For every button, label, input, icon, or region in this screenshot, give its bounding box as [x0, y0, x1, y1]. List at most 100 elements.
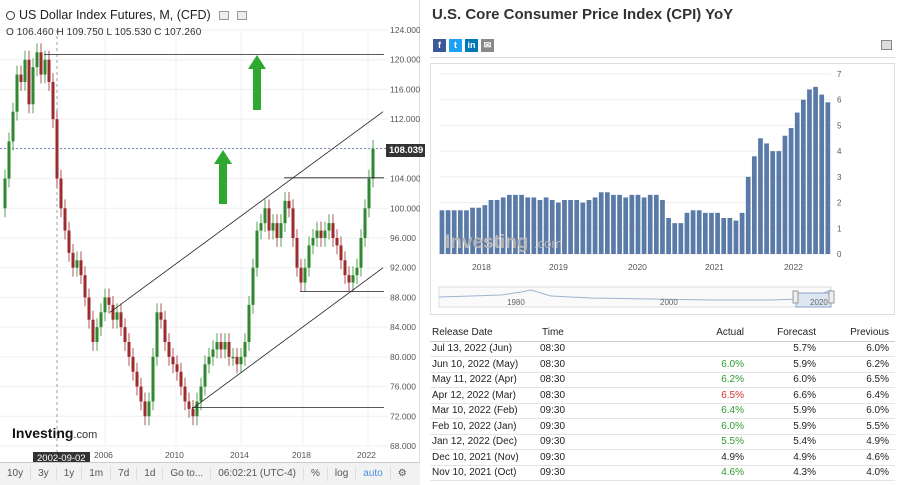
- actual-cell: 6.4%: [690, 403, 750, 419]
- cpi-bar: [819, 94, 825, 254]
- cpi-bar: [519, 194, 524, 254]
- cpi-bar: [653, 194, 659, 254]
- log-scale-button[interactable]: log: [328, 467, 357, 481]
- y-tick-label: 92.000: [390, 263, 416, 273]
- candle-body: [107, 297, 111, 305]
- cpi-bar: [506, 194, 512, 254]
- col-time[interactable]: Time: [540, 324, 690, 342]
- navigator-year-label: 2020: [810, 298, 828, 307]
- percent-scale-button[interactable]: %: [304, 467, 328, 481]
- linkedin-icon[interactable]: in: [465, 39, 478, 52]
- candle-body: [231, 356, 235, 359]
- email-icon[interactable]: ✉: [481, 39, 494, 52]
- col-forecast[interactable]: Forecast: [750, 324, 822, 342]
- forecast-cell: 6.6%: [750, 387, 822, 404]
- cpi-bar: [574, 200, 580, 254]
- price-chart[interactable]: 124.000120.000116.000112.000108.000104.0…: [0, 0, 420, 462]
- cpi-bar: [488, 200, 494, 254]
- range-1m-button[interactable]: 1m: [82, 467, 112, 481]
- range-toolbar: 10y 3y 1y 1m 7d 1d Go to... 06:02:21 (UT…: [0, 462, 420, 485]
- chart-expand-icon[interactable]: [236, 10, 247, 20]
- candle-body: [351, 275, 355, 283]
- cpi-bar: [776, 151, 782, 254]
- auto-scale-button[interactable]: auto: [356, 467, 391, 481]
- x-tick-label: 2022: [784, 262, 803, 272]
- release-date-cell: Jul 13, 2022 (Jun): [430, 341, 540, 357]
- candle-body: [151, 356, 155, 402]
- facebook-icon[interactable]: f: [433, 39, 446, 52]
- crosshair-date-tag: 2002-09-02: [33, 452, 90, 465]
- candle-body: [119, 312, 123, 328]
- candle-body: [163, 319, 167, 342]
- symbol-status-icon: [6, 10, 15, 20]
- print-icon[interactable]: [881, 40, 892, 50]
- y-tick-label: 72.000: [390, 411, 416, 421]
- candle-body: [199, 386, 203, 402]
- candle-body: [287, 200, 291, 209]
- release-date-cell: Apr 12, 2022 (Mar): [430, 387, 540, 404]
- cpi-bar: [629, 194, 635, 254]
- range-1d-button[interactable]: 1d: [137, 467, 164, 481]
- range-navigator: [438, 286, 832, 308]
- col-release-date[interactable]: Release Date: [430, 324, 540, 342]
- cpi-bar: [470, 207, 475, 254]
- range-3y-button[interactable]: 3y: [31, 467, 57, 481]
- candle-body: [371, 148, 375, 179]
- cpi-bar: [500, 197, 506, 254]
- y-tick-label: 4: [837, 147, 842, 156]
- candle-body: [219, 342, 223, 350]
- candle-body: [111, 304, 115, 320]
- release-table: Release Date Time Actual Forecast Previo…: [430, 324, 895, 481]
- cpi-bar-chart[interactable]: 0 1 2 3 4 5 6 7 Investing .com 2018 2019 2020 2021 202…: [430, 63, 895, 315]
- range-1y-button[interactable]: 1y: [57, 467, 83, 481]
- candle-body: [35, 52, 39, 68]
- forecast-cell: 5.9%: [750, 418, 822, 435]
- cpi-bar: [807, 89, 812, 254]
- twitter-icon[interactable]: t: [449, 39, 462, 52]
- candle-body: [171, 356, 175, 365]
- candle-body: [343, 260, 347, 276]
- gear-icon[interactable]: ⚙: [397, 468, 407, 479]
- candle-body: [347, 275, 351, 283]
- actual-cell: 6.0%: [690, 418, 750, 435]
- cpi-bar: [813, 86, 818, 254]
- candle-body: [215, 342, 219, 350]
- time-readout: 06:02:21 (UTC-4): [211, 467, 305, 481]
- cpi-bar: [617, 194, 622, 254]
- time-cell: 09:30: [540, 418, 690, 435]
- cpi-bar: [684, 212, 690, 254]
- candle-body: [299, 267, 303, 283]
- cpi-bar: [696, 210, 702, 254]
- range-10y-button[interactable]: 10y: [0, 467, 32, 481]
- forecast-cell: 5.9%: [750, 356, 822, 373]
- release-date-cell: May 11, 2022 (Apr): [430, 372, 540, 388]
- cpi-bar: [782, 135, 788, 254]
- candle-body: [31, 67, 35, 105]
- goto-button[interactable]: Go to...: [163, 467, 212, 481]
- price-chart-panel: 124.000120.000116.000112.000108.000104.0…: [0, 0, 427, 485]
- cpi-bar: [525, 197, 531, 254]
- candle-body: [159, 312, 163, 320]
- previous-cell: 6.4%: [822, 387, 895, 404]
- candle-body: [319, 230, 323, 238]
- candle-body: [263, 208, 267, 224]
- range-7d-button[interactable]: 7d: [111, 467, 138, 481]
- cpi-bar: [604, 192, 610, 254]
- symbol-title: US Dollar Index Futures, M, (CFD): [19, 8, 211, 22]
- col-actual[interactable]: Actual: [690, 324, 750, 342]
- candle-body: [167, 342, 171, 357]
- chart-settings-icon[interactable]: [218, 10, 229, 20]
- candle-body: [43, 59, 47, 75]
- candle-body: [15, 74, 19, 112]
- cpi-bar: [580, 202, 586, 254]
- time-cell: 09:30: [540, 465, 690, 481]
- candle-body: [183, 386, 187, 402]
- navigator-handle-right: [828, 290, 835, 304]
- actual-cell: [690, 341, 750, 357]
- col-previous[interactable]: Previous: [822, 324, 895, 342]
- candle-body: [75, 260, 79, 268]
- candle-body: [79, 260, 83, 276]
- candle-body: [271, 223, 275, 231]
- previous-cell: 6.2%: [822, 356, 895, 373]
- candle-body: [203, 364, 207, 387]
